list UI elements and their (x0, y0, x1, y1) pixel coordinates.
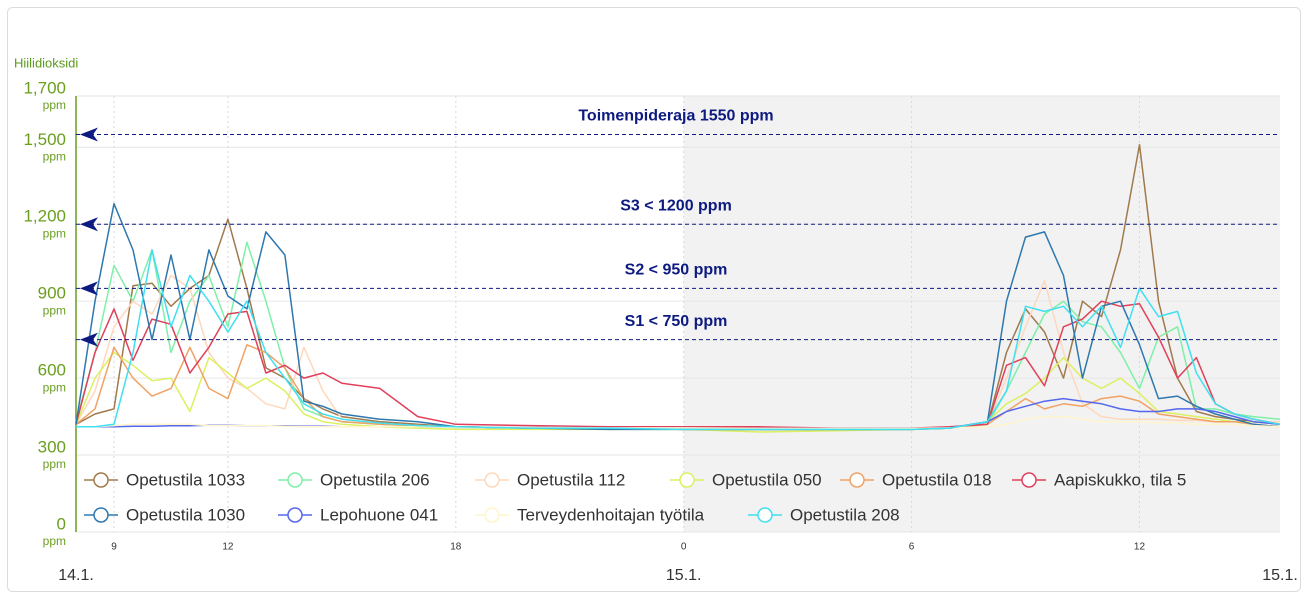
legend-label: Opetustila 018 (882, 470, 992, 489)
x-tick-label: 6 (909, 542, 915, 553)
x-tick-label: 0 (681, 542, 687, 553)
legend-symbol-marker (93, 472, 109, 488)
y-tick-unit: ppm (43, 457, 66, 471)
x-tick-label: 18 (450, 542, 462, 553)
plot-band (683, 96, 1280, 532)
y-tick-label: 0 (57, 514, 66, 533)
legend-label: Opetustila 1033 (126, 470, 245, 489)
legend-symbol-marker (849, 472, 865, 488)
legend-label: Opetustila 206 (320, 470, 430, 489)
legend-item[interactable]: Opetustila 206 (278, 470, 430, 489)
legend-item[interactable]: Opetustila 050 (670, 470, 822, 489)
legend-item[interactable]: Terveydenhoitajan työtila (475, 505, 705, 524)
y-tick-label: 900 (38, 284, 66, 303)
legend-label: Opetustila 1030 (126, 505, 245, 524)
legend-symbol-marker (679, 472, 695, 488)
x-tick-label: 9 (111, 542, 117, 553)
y-tick-label: 1,200 (23, 207, 66, 226)
x-tick-label: 12 (1134, 542, 1146, 553)
y-tick-unit: ppm (43, 380, 66, 394)
legend-symbol-marker (287, 472, 303, 488)
y-tick-label: 1,700 (23, 78, 66, 97)
legend-item[interactable]: Aapiskukko, tila 5 (1012, 470, 1186, 489)
legend-label: Opetustila 112 (517, 470, 625, 489)
x-tick-label: 12 (222, 542, 234, 553)
legend-item[interactable]: Opetustila 208 (748, 505, 900, 524)
legend-label: Opetustila 050 (712, 470, 822, 489)
x-date-label: 15.1. (666, 567, 702, 584)
y-tick-unit: ppm (43, 534, 66, 548)
y-tick-unit: ppm (43, 98, 66, 112)
legend-item[interactable]: Opetustila 1030 (84, 505, 245, 524)
legend-item[interactable]: Opetustila 1033 (84, 470, 245, 489)
legend-label: Terveydenhoitajan työtila (517, 505, 705, 524)
plot-line-arrow (80, 332, 98, 347)
legend-label: Aapiskukko, tila 5 (1054, 470, 1186, 489)
legend-item[interactable]: Lepohuone 041 (278, 505, 438, 524)
series-line (76, 415, 1281, 430)
plot-line-label: S2 < 950 ppm (625, 262, 728, 279)
legend-label: Opetustila 208 (790, 505, 900, 524)
legend-symbol-marker (1021, 472, 1037, 488)
y-tick-unit: ppm (43, 149, 66, 163)
plot-line-arrow (80, 127, 98, 142)
series-line (76, 249, 1281, 431)
y-tick-unit: ppm (43, 303, 66, 317)
y-axis-title: Hiilidioksidi (14, 55, 78, 70)
y-tick-unit: ppm (43, 226, 66, 240)
x-date-label: 15.1. (1262, 567, 1298, 584)
plot-line-label: Toimenpideraja 1550 ppm (578, 108, 773, 125)
x-date-label: 14.1. (58, 567, 94, 584)
legend-symbol-marker (287, 507, 303, 523)
y-tick-label: 300 (38, 438, 66, 457)
plot-line-label: S1 < 750 ppm (625, 313, 728, 330)
y-tick-label: 600 (38, 361, 66, 380)
plot-line-arrow (80, 217, 98, 232)
plot-line-arrow (80, 281, 98, 296)
legend-symbol-marker (757, 507, 773, 523)
plot-line-label: S3 < 1200 ppm (620, 197, 732, 214)
legend-symbol-marker (93, 507, 109, 523)
series-line (75, 300, 1281, 429)
legend-label: Lepohuone 041 (320, 505, 438, 524)
y-tick-label: 1,500 (23, 130, 66, 149)
legend-item[interactable]: Opetustila 112 (475, 470, 625, 489)
legend-symbol-marker (484, 472, 500, 488)
legend-symbol-marker (484, 507, 500, 523)
legend-item[interactable]: Opetustila 018 (840, 470, 992, 489)
